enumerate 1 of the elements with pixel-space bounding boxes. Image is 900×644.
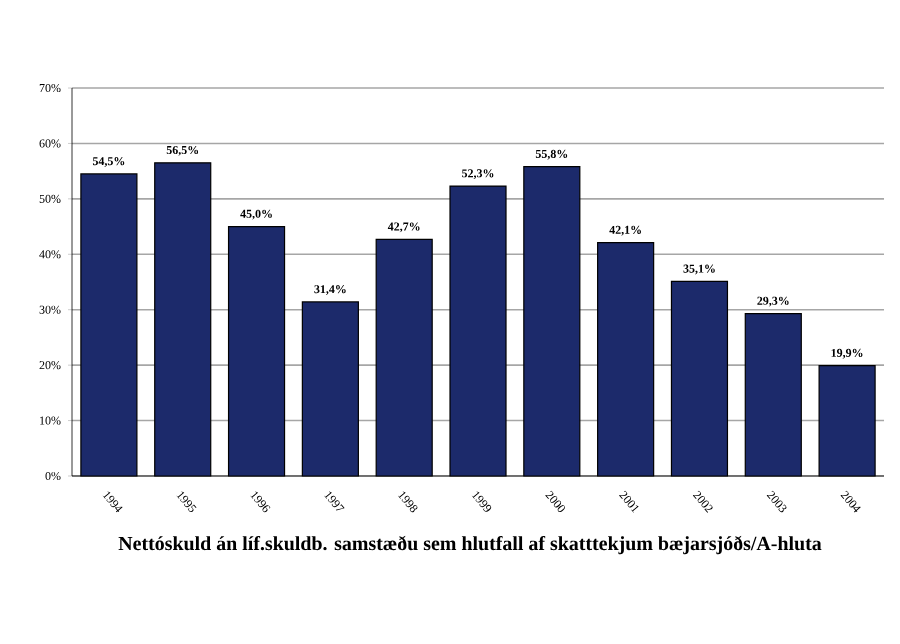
text: Nettóskuld án líf.skuldb. samstæðu sem hlutfall af skatttekjum bæjarsjóðs/A-hluta bbox=[118, 535, 822, 555]
